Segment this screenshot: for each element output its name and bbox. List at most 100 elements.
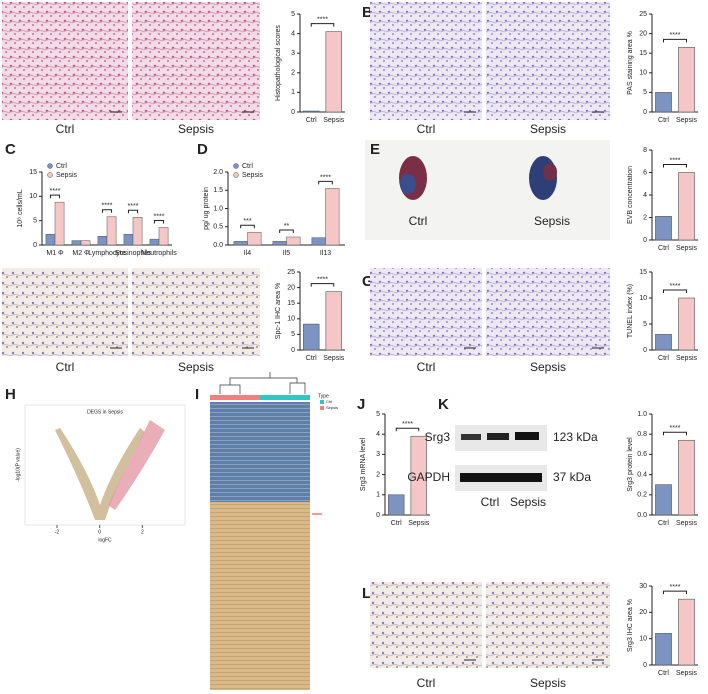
x-tick-label: M1 Φ xyxy=(46,250,64,257)
micrograph xyxy=(2,2,128,120)
x-tick-label: Sepsis xyxy=(676,670,698,677)
significance-label: **** xyxy=(154,213,165,220)
significance-label: **** xyxy=(670,584,681,591)
image-label: Sepsis xyxy=(530,122,566,136)
significance-bracket xyxy=(279,229,294,233)
significance-label: **** xyxy=(670,283,681,290)
y-tick-label: 10 xyxy=(639,295,647,302)
y-axis-label: TUNEL index (%) xyxy=(627,284,634,338)
bar xyxy=(410,435,427,516)
bar xyxy=(80,240,91,246)
image-label: Ctrl xyxy=(409,214,428,228)
bar xyxy=(45,234,56,246)
bar xyxy=(655,484,672,516)
panel-label: G xyxy=(362,273,374,290)
blot-size-label: 123 kDa xyxy=(553,430,598,444)
image-label: Sepsis xyxy=(178,360,214,374)
panel-label: C xyxy=(5,141,16,158)
bar xyxy=(388,494,405,516)
significance-label: **** xyxy=(128,203,139,210)
bar xyxy=(655,92,672,113)
legend-label: Ctrl xyxy=(242,163,253,170)
bar xyxy=(678,172,695,241)
y-tick-label: 4 xyxy=(376,431,380,438)
y-tick-label: 0.8 xyxy=(637,431,647,438)
y-tick-label: 0.5 xyxy=(213,224,223,231)
y-tick-label: 0.2 xyxy=(637,492,647,499)
y-tick-label: 10 xyxy=(639,636,647,643)
significance-label: **** xyxy=(50,188,61,195)
y-tick-label: 0 xyxy=(376,512,380,519)
y-tick-label: 5 xyxy=(291,331,295,338)
y-tick-label: 5 xyxy=(33,218,37,225)
y-tick-label: 15 xyxy=(639,50,647,57)
y-axis-label: -log10(P value) xyxy=(15,448,21,482)
legend-swatch xyxy=(233,172,239,178)
bar xyxy=(678,439,695,516)
significance-bracket xyxy=(127,209,139,214)
band xyxy=(487,433,509,440)
significance-bracket xyxy=(310,23,335,27)
y-axis-label: Srg3 IHC area % xyxy=(627,599,634,652)
panel-label: K xyxy=(438,396,449,413)
y-tick-label: 3 xyxy=(291,50,295,57)
image-label: Ctrl xyxy=(56,360,75,374)
micrograph xyxy=(132,2,260,120)
static-layout xyxy=(24,140,610,690)
blot-row-label: GAPDH xyxy=(407,470,450,484)
significance-bracket xyxy=(663,590,687,595)
significance-bracket xyxy=(663,431,687,436)
image-label: Sepsis xyxy=(530,360,566,374)
y-tick-label: 5 xyxy=(643,321,647,328)
significance-bracket xyxy=(153,219,165,224)
bar xyxy=(132,217,143,246)
legend-swatch xyxy=(47,172,53,178)
bar xyxy=(655,216,672,241)
y-axis-label: Histopathological scores xyxy=(275,25,282,101)
y-tick-label: 0 xyxy=(643,347,647,354)
x-tick-label: Sepsis xyxy=(408,520,430,527)
image-label: Sepsis xyxy=(178,122,214,136)
bar xyxy=(247,231,262,246)
bar xyxy=(678,598,695,666)
micrograph xyxy=(2,268,128,356)
band xyxy=(461,434,481,440)
image-label: Sepsis xyxy=(534,214,570,228)
bar xyxy=(678,47,695,113)
bar xyxy=(286,236,301,246)
legend-swatch xyxy=(233,163,239,169)
x-tick-label: Sepsis xyxy=(676,355,698,362)
y-tick-label: 1 xyxy=(291,89,295,96)
y-tick-label: 2.0 xyxy=(213,169,223,176)
x-tick-label: Sepsis xyxy=(676,117,698,124)
significance-bracket xyxy=(663,164,687,168)
y-tick-label: 0.4 xyxy=(637,471,647,478)
x-tick-label: 0 xyxy=(98,529,101,535)
y-axis-label: Srg3 protein level xyxy=(627,437,634,492)
x-tick-label: Neutrophils xyxy=(141,250,177,257)
panel-label: L xyxy=(362,585,371,602)
y-tick-label: 15 xyxy=(639,269,647,276)
significance-label: *** xyxy=(243,218,251,225)
y-tick-label: 5 xyxy=(643,89,647,96)
image-label: Ctrl xyxy=(417,676,436,690)
heatmap-block xyxy=(210,502,310,690)
y-tick-label: 8 xyxy=(643,147,647,154)
bar xyxy=(272,241,287,246)
x-tick-label: Ctrl xyxy=(658,355,669,362)
y-tick-label: 0 xyxy=(33,242,37,249)
y-tick-label: 20 xyxy=(287,284,295,291)
significance-bracket xyxy=(663,38,687,43)
y-tick-label: 15 xyxy=(29,169,37,176)
panel-label: H xyxy=(5,386,16,403)
volcano-cloud xyxy=(55,428,145,520)
bar xyxy=(655,334,672,351)
y-tick-label: 25 xyxy=(639,11,647,18)
significance-bracket xyxy=(395,427,420,432)
y-tick-label: 5 xyxy=(291,11,295,18)
x-tick-label: M2 Φ xyxy=(72,250,90,257)
y-tick-label: 10 xyxy=(287,316,295,323)
bar xyxy=(158,227,169,246)
x-tick-label: Eosinophils xyxy=(115,250,151,257)
y-tick-label: 1 xyxy=(376,492,380,499)
